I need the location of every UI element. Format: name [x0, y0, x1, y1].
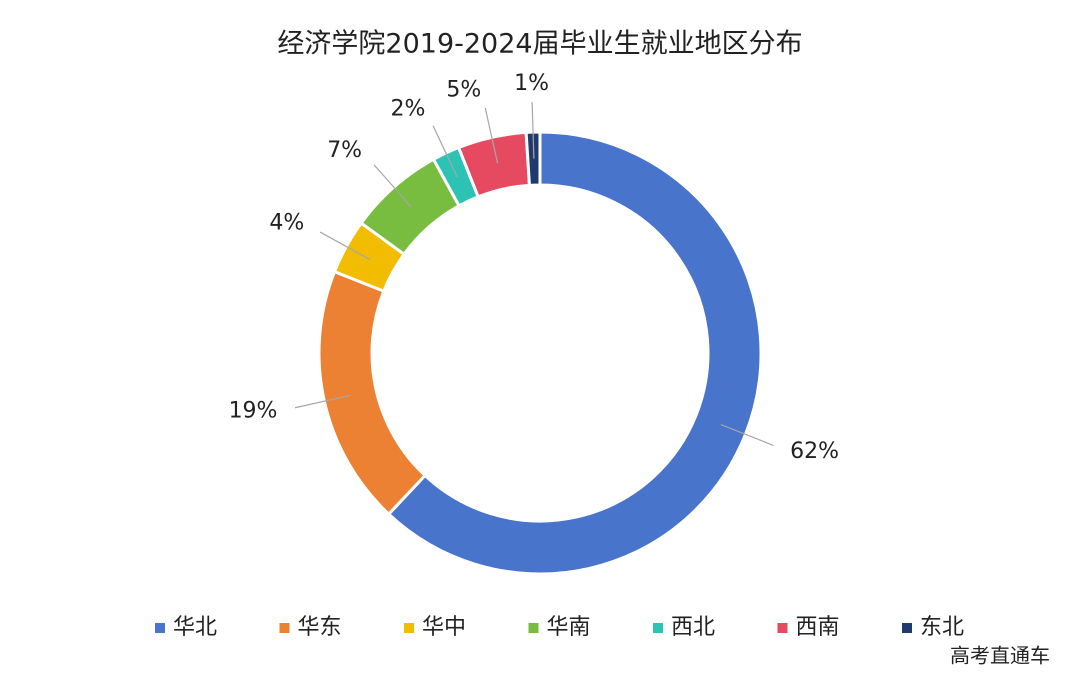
leader-line: [484, 107, 499, 164]
leader-line: [531, 102, 535, 159]
data-label: 19%: [229, 399, 278, 424]
leader-line: [720, 424, 774, 446]
data-label: 4%: [269, 210, 304, 235]
legend-label: 华东: [298, 615, 342, 640]
data-label: 7%: [327, 138, 362, 163]
legend-label: 西北: [671, 615, 715, 640]
legend-swatch: [279, 623, 290, 633]
legend-label: 西南: [796, 615, 840, 640]
leader-line: [294, 394, 351, 409]
legend-swatch: [404, 623, 414, 633]
leader-line: [373, 164, 412, 208]
data-label: 1%: [514, 71, 549, 96]
data-label: 5%: [446, 77, 481, 102]
donut-slice: [524, 130, 542, 187]
chart-title: 经济学院2019-2024届毕业生就业地区分布: [277, 29, 802, 60]
legend-label: 华北: [173, 615, 217, 640]
leader-line: [432, 125, 458, 178]
legend-swatch: [155, 623, 165, 633]
legend-swatch: [777, 623, 788, 633]
legend-label: 华中: [422, 615, 466, 640]
legend-swatch: [902, 623, 912, 633]
legend-swatch: [528, 623, 539, 633]
donut-slice: [386, 130, 763, 576]
data-label: 62%: [790, 439, 839, 464]
legend-swatch: [653, 623, 663, 633]
legend-label: 华南: [547, 615, 591, 640]
legend-label: 东北: [920, 615, 964, 640]
leader-line: [319, 231, 370, 260]
watermark: 高考直通车: [950, 644, 1050, 668]
data-label: 2%: [391, 97, 426, 122]
